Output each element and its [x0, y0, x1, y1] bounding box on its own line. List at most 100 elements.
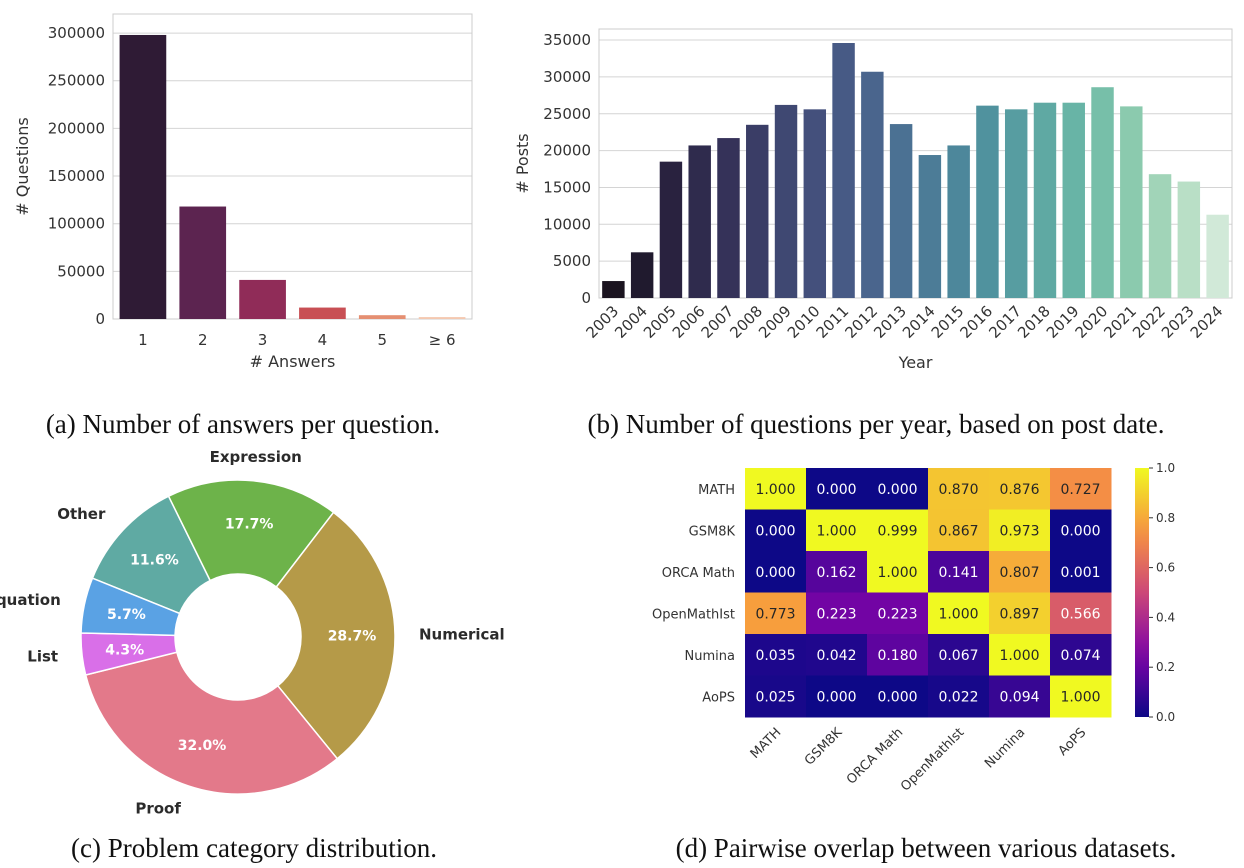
- y-axis-label: # Posts: [513, 133, 532, 193]
- x-tick-label: 2007: [698, 302, 738, 342]
- x-axis-label: Year: [898, 353, 933, 372]
- slice-value-label: 17.7%: [225, 517, 274, 533]
- x-tick-label: 5: [377, 331, 387, 349]
- heatmap-value-label: 0.870: [938, 482, 978, 498]
- x-tick-label: 2013: [870, 302, 910, 342]
- bar-2017: [1004, 109, 1028, 298]
- y-tick-label: 50000: [57, 262, 105, 280]
- bar-2012: [861, 71, 884, 298]
- heatmap-cell: [989, 468, 1051, 510]
- bar-2010: [803, 109, 827, 298]
- chart-problem-categories: 11.6% Other 17.7% Expression 28.7% Numerical 3…: [0, 448, 505, 818]
- bar-2015: [947, 145, 970, 298]
- heatmap-cell: [989, 551, 1051, 593]
- bar-2013: [889, 124, 913, 299]
- heatmap-cell: [867, 675, 929, 718]
- heatmap-cell: [928, 468, 990, 510]
- caption-d: (d) Pairwise overlap between various dat…: [676, 833, 1177, 863]
- y-tick-label: 20000: [543, 142, 591, 160]
- x-tick-label: 2021: [1100, 302, 1140, 342]
- heatmap-cell: [867, 551, 929, 593]
- heatmap-value-label: 0.867: [938, 523, 978, 539]
- slice-expression: [167, 479, 335, 589]
- heatmap-cell: [867, 592, 929, 635]
- bar-2008: [746, 124, 769, 298]
- heatmap-value-label: 0.162: [816, 565, 856, 581]
- column-label: Numina: [982, 725, 1028, 771]
- heatmap-value-label: 1.000: [1060, 689, 1100, 705]
- heatmap-value-label: 1.000: [755, 482, 795, 498]
- bar-2011: [832, 43, 855, 298]
- heatmap-cell: [745, 551, 807, 593]
- y-tick-label: 25000: [543, 105, 591, 123]
- x-tick-label: 2009: [755, 302, 795, 342]
- heatmap-value-label: 0.035: [755, 648, 795, 664]
- heatmap-value-label: 1.000: [938, 606, 978, 622]
- heatmap-cell: [806, 592, 868, 635]
- bar-2016: [976, 105, 999, 298]
- slice-category-label: Proof: [135, 800, 181, 818]
- y-tick-label: 10000: [543, 215, 591, 233]
- heatmap-value-label: 0.773: [755, 606, 795, 622]
- heatmap-cell: [989, 592, 1051, 635]
- x-tick-label: 2: [198, 331, 208, 349]
- heatmap-value-label: 0.000: [877, 689, 917, 705]
- heatmap-value-label: 0.000: [877, 482, 917, 498]
- x-tick-label: 2019: [1043, 302, 1083, 342]
- column-label: ORCA Math: [844, 725, 906, 787]
- column-label: AoPS: [1056, 725, 1090, 759]
- row-label: OpenMathIst: [652, 607, 735, 622]
- colorbar-tick-label: 0.4: [1156, 610, 1175, 624]
- heatmap-cell: [806, 551, 868, 593]
- heatmap-value-label: 0.000: [1060, 523, 1100, 539]
- bar-2005: [659, 161, 683, 298]
- heatmap-cell: [928, 551, 990, 593]
- x-tick-label: 2022: [1129, 302, 1169, 342]
- slice-proof: [84, 651, 339, 795]
- bar-2004: [630, 252, 654, 298]
- heatmap-value-label: 1.000: [816, 523, 856, 539]
- heatmap-cell: [745, 634, 807, 676]
- heatmap-cell: [989, 634, 1051, 676]
- heatmap-cell: [1050, 675, 1112, 718]
- y-tick-label: 30000: [543, 68, 591, 86]
- slice-equation: [80, 577, 181, 637]
- heatmap-cell: [867, 634, 929, 676]
- caption-b: (b) Number of questions per year, based …: [587, 409, 1164, 439]
- heatmap-cell: [1050, 634, 1112, 676]
- bar-2003: [602, 281, 625, 298]
- bar-2014: [918, 155, 942, 298]
- chart-questions-per-year: 0500010000150002000025000300003500020032…: [513, 28, 1233, 372]
- bar-1: [119, 34, 167, 319]
- y-tick-label: 35000: [543, 31, 591, 49]
- heatmap-cell: [745, 468, 807, 510]
- slice-value-label: 5.7%: [107, 607, 146, 623]
- heatmap-value-label: 0.727: [1060, 482, 1100, 498]
- x-tick-label: 2005: [640, 302, 680, 342]
- heatmap-value-label: 1.000: [999, 648, 1039, 664]
- x-tick-label: 2016: [957, 302, 997, 342]
- bar-2007: [717, 138, 740, 298]
- y-axis-label: # Questions: [13, 117, 32, 215]
- slice-value-label: 4.3%: [105, 642, 144, 658]
- chart-dataset-overlap: 1.000 0.000 0.000 0.870 0.876 0.727 MATH 0.000 1…: [652, 461, 1175, 794]
- slice-category-label: Other: [57, 505, 106, 523]
- heatmap-cell: [1050, 551, 1112, 593]
- heatmap-cell: [1050, 592, 1112, 635]
- x-tick-label: 2008: [726, 302, 766, 342]
- bar-2: [179, 206, 227, 319]
- slice-value-label: 28.7%: [328, 628, 377, 644]
- bar-2020: [1091, 87, 1114, 298]
- x-tick-label: 2014: [899, 302, 939, 342]
- bar-4: [299, 307, 346, 319]
- heatmap-value-label: 0.876: [999, 482, 1039, 498]
- x-tick-label: 2024: [1187, 302, 1227, 342]
- heatmap-cell: [1050, 509, 1112, 552]
- x-tick-label: 4: [318, 331, 328, 349]
- heatmap-value-label: 0.000: [816, 482, 856, 498]
- row-label: GSM8K: [689, 524, 736, 539]
- heatmap-cell: [806, 634, 868, 676]
- x-tick-label: 2003: [582, 302, 622, 342]
- bar-2023: [1177, 181, 1201, 298]
- heatmap-value-label: 0.001: [1060, 565, 1100, 581]
